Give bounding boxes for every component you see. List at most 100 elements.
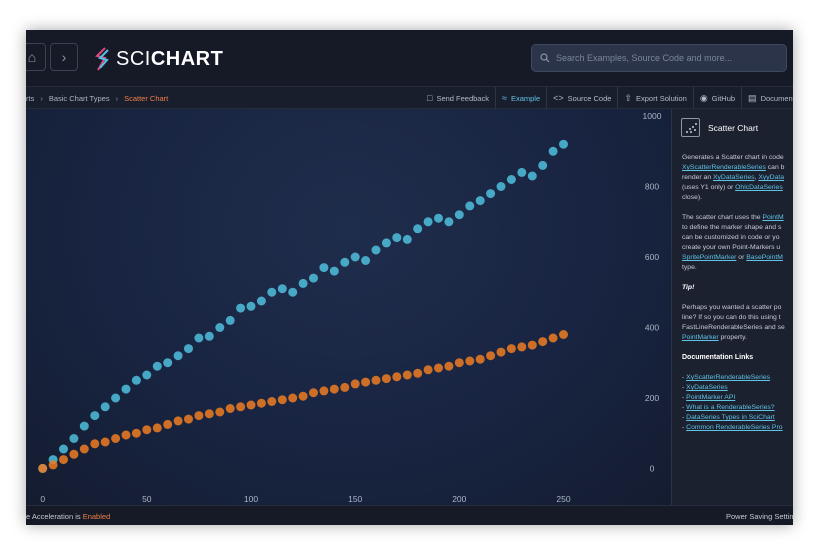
data-point bbox=[517, 342, 527, 352]
home-icon: ⌂ bbox=[27, 49, 37, 65]
data-point bbox=[288, 393, 298, 403]
logo-text-sci: SCI bbox=[116, 47, 151, 70]
data-point bbox=[402, 370, 412, 380]
panel-text-fragment: property. bbox=[718, 334, 747, 341]
github-button[interactable]: ◉ GitHub bbox=[694, 87, 743, 109]
data-point bbox=[309, 273, 318, 283]
data-point bbox=[434, 213, 443, 223]
panel-text-fragment: The scatter chart uses the bbox=[682, 214, 763, 221]
data-point bbox=[256, 398, 266, 408]
data-point bbox=[361, 256, 371, 265]
data-point bbox=[246, 400, 256, 410]
doc-link[interactable]: XyScatterRenderableSeries bbox=[686, 374, 771, 381]
panel-title: Scatter Chart bbox=[708, 122, 759, 133]
breadcrumb-item-basic-chart-types[interactable]: Basic Chart Types bbox=[48, 93, 110, 103]
data-point bbox=[59, 455, 68, 465]
data-point bbox=[90, 439, 100, 449]
scichart-logo[interactable]: SCICHART bbox=[92, 46, 223, 72]
status-text: e Acceleration is bbox=[26, 512, 83, 521]
doc-link[interactable]: Common RenderableSeries Pro bbox=[686, 424, 783, 431]
doc-link[interactable]: XyDataSeries bbox=[686, 384, 728, 391]
search-box[interactable] bbox=[531, 44, 787, 72]
breadcrumb-item-scatter-chart[interactable]: Scatter Chart bbox=[124, 93, 169, 103]
app-window: ⌂ › SCICHART rts › Basic Chart Types › S… bbox=[26, 30, 793, 525]
link-xyscatterrenderableseries[interactable]: XyScatterRenderableSeries bbox=[682, 164, 766, 171]
data-point bbox=[267, 287, 277, 297]
data-point bbox=[319, 386, 329, 396]
data-point bbox=[204, 409, 214, 419]
data-point bbox=[59, 444, 68, 454]
data-point bbox=[340, 257, 350, 267]
example-button[interactable]: ≈ Example bbox=[496, 87, 548, 109]
x-tick-label: 200 bbox=[452, 494, 466, 504]
breadcrumb-item-charts[interactable]: rts bbox=[26, 93, 35, 103]
doc-link[interactable]: PointMarker API bbox=[686, 394, 736, 401]
chart-icon: ≈ bbox=[501, 93, 507, 103]
y-tick-label: 0 bbox=[650, 463, 655, 473]
documentation-button[interactable]: ▤Documentation bbox=[742, 87, 793, 109]
link-xyydataseries[interactable]: XyyData bbox=[758, 174, 785, 181]
data-point bbox=[121, 384, 131, 394]
data-point bbox=[465, 356, 475, 366]
data-point bbox=[184, 414, 193, 424]
data-point bbox=[277, 395, 287, 405]
data-point bbox=[548, 146, 558, 156]
link-pointmarker[interactable]: PointM bbox=[762, 214, 784, 221]
forward-button[interactable]: › bbox=[50, 43, 78, 71]
data-point bbox=[475, 354, 485, 364]
panel-text-fragment: , bbox=[754, 174, 759, 181]
data-point bbox=[298, 278, 308, 288]
link-spritepointmarker[interactable]: SpritePointMarker bbox=[682, 254, 737, 261]
doc-link[interactable]: What is a RenderableSeries? bbox=[686, 404, 775, 411]
code-icon: <> bbox=[553, 93, 564, 103]
search-input[interactable] bbox=[556, 53, 776, 63]
data-point bbox=[215, 323, 225, 332]
link-pointmarker-property[interactable]: PointMarker bbox=[682, 334, 719, 341]
data-point bbox=[194, 333, 204, 343]
panel-text-line: create your own Point-Markers u bbox=[682, 244, 781, 251]
data-point bbox=[361, 377, 371, 387]
export-icon: ⇧ bbox=[624, 92, 632, 103]
link-basepointmarker[interactable]: BasePointM bbox=[746, 254, 783, 261]
data-point bbox=[173, 416, 183, 426]
feedback-icon: □ bbox=[427, 93, 433, 103]
link-xydataseries[interactable]: XyDataSeries bbox=[712, 174, 755, 181]
data-point bbox=[225, 404, 235, 413]
data-point bbox=[486, 189, 496, 199]
send-feedback-button[interactable]: □ Send Feedback bbox=[421, 87, 496, 109]
data-point bbox=[517, 167, 527, 177]
panel-text-line: close). bbox=[682, 194, 703, 201]
data-point bbox=[152, 423, 162, 433]
nav-bar: rts › Basic Chart Types › Scatter Chart … bbox=[26, 86, 793, 109]
series-lower bbox=[38, 330, 568, 473]
data-point bbox=[277, 284, 287, 294]
data-point bbox=[496, 182, 506, 191]
data-point bbox=[142, 370, 152, 380]
data-point bbox=[506, 175, 516, 184]
data-point bbox=[371, 245, 381, 255]
export-solution-button[interactable]: ⇧ Export Solution bbox=[618, 87, 694, 109]
power-saving-settings-link[interactable]: Power Saving Settin bbox=[726, 512, 793, 521]
data-point bbox=[215, 407, 225, 417]
panel-text-fragment: (uses Y1 only) or bbox=[682, 184, 736, 191]
doc-link[interactable]: DataSeries Types in SciChart bbox=[686, 414, 775, 421]
data-point bbox=[236, 402, 246, 412]
send-feedback-label: Send Feedback bbox=[436, 93, 489, 103]
source-code-button[interactable]: <> Source Code bbox=[547, 87, 619, 109]
home-button[interactable]: ⌂ bbox=[26, 43, 46, 71]
scatter-chart-area[interactable]: 0 50 100 150 200 250 0 200 400 600 800 1000 bbox=[26, 109, 671, 505]
panel-text-line: Generates a Scatter chart in code bbox=[682, 154, 784, 161]
panel-text-line: FastLineRenderableSeries and se bbox=[682, 324, 785, 331]
status-enabled: Enabled bbox=[82, 512, 111, 521]
x-tick-label: 100 bbox=[244, 494, 258, 504]
hardware-acceleration-status: e Acceleration is Enabled bbox=[26, 512, 110, 521]
data-point bbox=[38, 463, 48, 473]
link-ohlcdataseries[interactable]: OhlcDataSeries bbox=[735, 184, 783, 191]
panel-header: Scatter Chart bbox=[681, 118, 758, 137]
scatter-chart[interactable]: 0 50 100 150 200 250 0 200 400 600 800 1000 bbox=[26, 109, 671, 505]
data-point bbox=[402, 234, 412, 244]
data-point bbox=[69, 434, 79, 443]
y-tick-label: 1000 bbox=[643, 111, 662, 121]
x-tick-label: 50 bbox=[142, 494, 152, 504]
data-point bbox=[194, 411, 204, 421]
